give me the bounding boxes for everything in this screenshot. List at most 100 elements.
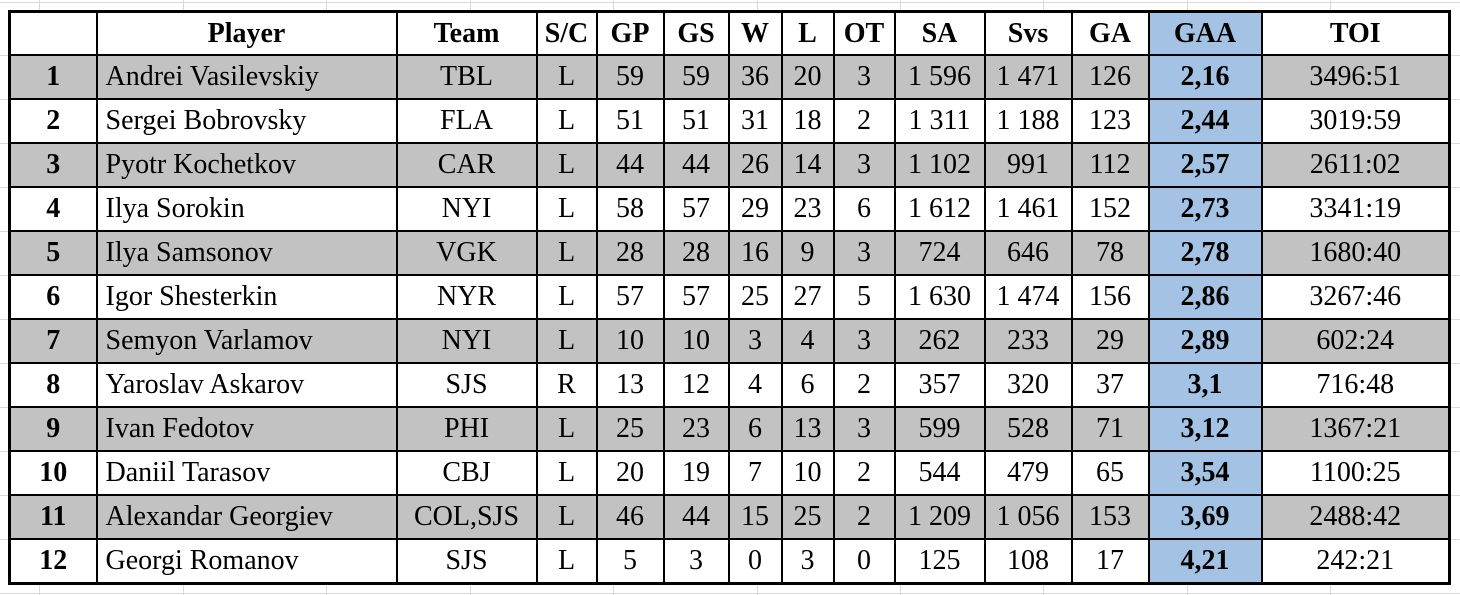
cell-team[interactable]: SJS (395, 362, 538, 408)
cell-ga[interactable]: 123 (1070, 98, 1150, 144)
cell-l[interactable]: 27 (780, 274, 835, 320)
cell-player[interactable]: Ilya Samsonov (95, 230, 398, 276)
cell-gp[interactable]: 44 (595, 142, 665, 188)
cell-team[interactable]: CAR (395, 142, 538, 188)
cell-svs[interactable]: 991 (983, 142, 1073, 188)
cell-rank[interactable]: 9 (8, 406, 98, 452)
cell-ot[interactable]: 3 (832, 142, 896, 188)
cell-gp[interactable]: 57 (595, 274, 665, 320)
cell-ga[interactable]: 126 (1070, 54, 1150, 100)
cell-team[interactable]: TBL (395, 54, 538, 100)
cell-gs[interactable]: 57 (662, 186, 730, 232)
cell-rank[interactable]: 7 (8, 318, 98, 364)
header-cell-toi[interactable]: TOI (1260, 10, 1451, 56)
cell-gaa[interactable]: 4,21 (1147, 538, 1263, 585)
cell-gs[interactable]: 44 (662, 494, 730, 540)
cell-toi[interactable]: 3496:51 (1260, 54, 1451, 100)
cell-ga[interactable]: 29 (1070, 318, 1150, 364)
cell-ot[interactable]: 2 (832, 450, 896, 496)
cell-ot[interactable]: 2 (832, 98, 896, 144)
cell-player[interactable]: Daniil Tarasov (95, 450, 398, 496)
cell-sa[interactable]: 262 (893, 318, 986, 364)
cell-sa[interactable]: 1 612 (893, 186, 986, 232)
cell-gaa[interactable]: 2,44 (1147, 98, 1263, 144)
cell-toi[interactable]: 1680:40 (1260, 230, 1451, 276)
cell-sa[interactable]: 1 102 (893, 142, 986, 188)
cell-rank[interactable]: 11 (8, 494, 98, 540)
cell-svs[interactable]: 1 461 (983, 186, 1073, 232)
cell-player[interactable]: Alexandar Georgiev (95, 494, 398, 540)
cell-gs[interactable]: 19 (662, 450, 730, 496)
cell-svs[interactable]: 479 (983, 450, 1073, 496)
cell-w[interactable]: 4 (727, 362, 783, 408)
header-cell-sa[interactable]: SA (893, 10, 986, 56)
cell-gaa[interactable]: 3,54 (1147, 450, 1263, 496)
cell-ot[interactable]: 0 (832, 538, 896, 585)
cell-sa[interactable]: 1 209 (893, 494, 986, 540)
cell-ot[interactable]: 5 (832, 274, 896, 320)
cell-player[interactable]: Georgi Romanov (95, 538, 398, 585)
cell-l[interactable]: 9 (780, 230, 835, 276)
cell-svs[interactable]: 528 (983, 406, 1073, 452)
cell-gs[interactable]: 44 (662, 142, 730, 188)
cell-ot[interactable]: 2 (832, 362, 896, 408)
header-cell-team[interactable]: Team (395, 10, 538, 56)
cell-ot[interactable]: 3 (832, 54, 896, 100)
cell-w[interactable]: 16 (727, 230, 783, 276)
cell-team[interactable]: FLA (395, 98, 538, 144)
cell-gs[interactable]: 57 (662, 274, 730, 320)
cell-gp[interactable]: 10 (595, 318, 665, 364)
cell-svs[interactable]: 233 (983, 318, 1073, 364)
cell-ga[interactable]: 156 (1070, 274, 1150, 320)
cell-w[interactable]: 7 (727, 450, 783, 496)
cell-l[interactable]: 10 (780, 450, 835, 496)
cell-team[interactable]: NYI (395, 186, 538, 232)
cell-gaa[interactable]: 2,86 (1147, 274, 1263, 320)
cell-team[interactable]: SJS (395, 538, 538, 585)
cell-sc[interactable]: L (535, 54, 598, 100)
cell-gs[interactable]: 59 (662, 54, 730, 100)
cell-gs[interactable]: 3 (662, 538, 730, 585)
cell-l[interactable]: 13 (780, 406, 835, 452)
cell-gp[interactable]: 20 (595, 450, 665, 496)
cell-gs[interactable]: 10 (662, 318, 730, 364)
cell-gaa[interactable]: 2,73 (1147, 186, 1263, 232)
cell-sc[interactable]: L (535, 142, 598, 188)
cell-team[interactable]: PHI (395, 406, 538, 452)
cell-gaa[interactable]: 2,57 (1147, 142, 1263, 188)
cell-gaa[interactable]: 3,69 (1147, 494, 1263, 540)
cell-rank[interactable]: 12 (8, 538, 98, 585)
cell-l[interactable]: 25 (780, 494, 835, 540)
cell-rank[interactable]: 4 (8, 186, 98, 232)
cell-ga[interactable]: 17 (1070, 538, 1150, 585)
cell-ga[interactable]: 153 (1070, 494, 1150, 540)
header-cell-rank[interactable] (8, 10, 98, 56)
header-cell-player[interactable]: Player (95, 10, 398, 56)
header-cell-w[interactable]: W (727, 10, 783, 56)
header-cell-gp[interactable]: GP (595, 10, 665, 56)
header-cell-ot[interactable]: OT (832, 10, 896, 56)
cell-toi[interactable]: 2488:42 (1260, 494, 1451, 540)
cell-sa[interactable]: 724 (893, 230, 986, 276)
cell-ot[interactable]: 3 (832, 318, 896, 364)
cell-svs[interactable]: 646 (983, 230, 1073, 276)
cell-player[interactable]: Pyotr Kochetkov (95, 142, 398, 188)
header-cell-ga[interactable]: GA (1070, 10, 1150, 56)
cell-gaa[interactable]: 3,1 (1147, 362, 1263, 408)
cell-sa[interactable]: 599 (893, 406, 986, 452)
cell-toi[interactable]: 602:24 (1260, 318, 1451, 364)
header-cell-svs[interactable]: Svs (983, 10, 1073, 56)
cell-svs[interactable]: 320 (983, 362, 1073, 408)
cell-sc[interactable]: L (535, 450, 598, 496)
cell-toi[interactable]: 3341:19 (1260, 186, 1451, 232)
cell-sc[interactable]: L (535, 230, 598, 276)
cell-rank[interactable]: 3 (8, 142, 98, 188)
header-cell-sc[interactable]: S/C (535, 10, 598, 56)
cell-gp[interactable]: 46 (595, 494, 665, 540)
cell-team[interactable]: CBJ (395, 450, 538, 496)
cell-gp[interactable]: 51 (595, 98, 665, 144)
cell-sa[interactable]: 357 (893, 362, 986, 408)
cell-toi[interactable]: 242:21 (1260, 538, 1451, 585)
cell-sc[interactable]: L (535, 274, 598, 320)
cell-sa[interactable]: 125 (893, 538, 986, 585)
